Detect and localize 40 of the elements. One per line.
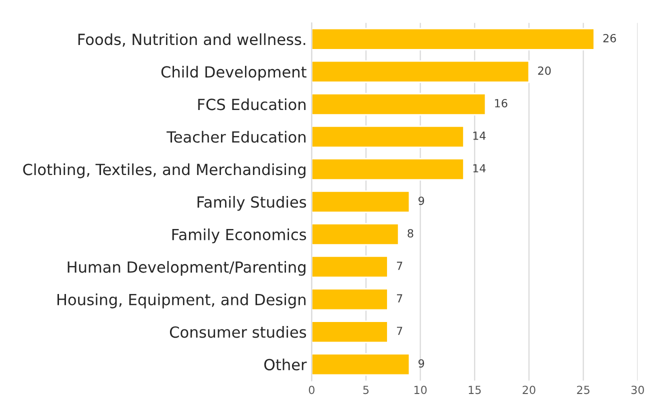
x-tick-label: 10	[414, 386, 427, 394]
bar	[312, 320, 388, 344]
x-tick-label: 25	[577, 386, 590, 394]
y-tick-label: Other	[264, 358, 307, 370]
data-label: 7	[396, 326, 402, 335]
data-label: 9	[418, 359, 424, 368]
data-label: 16	[495, 99, 508, 108]
data-label: 9	[418, 196, 424, 205]
y-tick-label: Family Studies	[198, 196, 306, 211]
data-label: 7	[396, 294, 402, 302]
y-tick-label: Foods, Nutrition and wellness.	[78, 33, 306, 47]
bar	[312, 28, 595, 50]
y-tick-label: Family Economics	[172, 228, 306, 244]
bar	[312, 125, 464, 148]
bar	[312, 60, 530, 83]
data-label: 14	[473, 132, 486, 140]
x-tick-label: 30	[631, 386, 644, 394]
y-tick-label: Human Development/Parenting	[68, 261, 306, 276]
y-tick-label: Clothing, Textiles, and Merchandising	[23, 163, 306, 178]
bar	[312, 92, 486, 116]
data-label: 14	[473, 164, 486, 172]
y-tick-label: Child Development	[161, 66, 306, 81]
data-label: 26	[603, 34, 616, 42]
data-label: 7	[396, 262, 402, 270]
x-tick-label: 15	[468, 386, 481, 394]
bar	[312, 190, 410, 214]
x-tick-label: 20	[522, 386, 536, 394]
bar	[312, 256, 388, 278]
data-label: 8	[408, 229, 414, 238]
bar	[312, 158, 464, 180]
y-tick-label: Housing, Equipment, and Design	[57, 294, 306, 308]
x-tick-label: 0	[308, 386, 314, 394]
bar	[312, 353, 410, 376]
data-label: 20	[538, 66, 551, 75]
bar	[312, 288, 388, 311]
bar	[312, 223, 400, 246]
y-tick-label: Teacher Education	[166, 130, 306, 143]
y-tick-label: FCS Education	[198, 98, 306, 110]
x-tick-label: 5	[363, 386, 369, 394]
y-tick-label: Consumer studies	[170, 326, 306, 338]
